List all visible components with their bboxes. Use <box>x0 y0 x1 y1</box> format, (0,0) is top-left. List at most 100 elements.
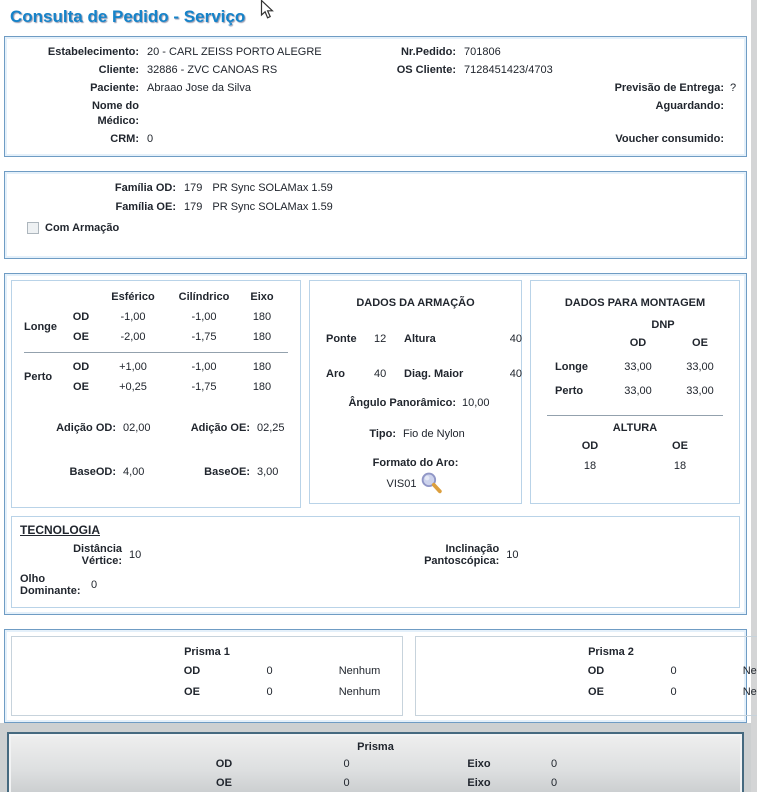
base-oe-value: 3,00 <box>257 466 279 478</box>
rx-eye: OE <box>73 331 89 343</box>
rx-cil: -1,00 <box>191 361 217 373</box>
adicao-oe-value: 02,25 <box>257 422 285 434</box>
inclinacao-pantoscopica-value: 10 <box>506 549 519 561</box>
tipo-label: Tipo: <box>369 428 396 440</box>
rx-eye: OE <box>73 381 89 393</box>
prisma-tipo: Nenhum <box>338 665 381 677</box>
prisma1-row-od: OD 0 Nenhum <box>12 661 402 682</box>
altura-oe-value: 18 <box>673 460 687 472</box>
diag-maior-label: Diag. Maior <box>404 368 464 380</box>
rx-cil: -1,75 <box>191 381 217 393</box>
familia-oe-row: Família OE: 179 PR Sync SOLAMax 1.59 <box>11 199 740 215</box>
familia-od-name: PR Sync SOLAMax 1.59 <box>212 182 333 194</box>
tecnologia-panel: TECNOLOGIA Distância Vértice: 10 Inclina… <box>11 516 740 608</box>
col-eixo: Eixo <box>250 291 274 303</box>
cliente-value: 32886 - ZVC CANOAS RS <box>147 64 278 76</box>
eye-label: OD <box>183 665 201 677</box>
prisma2-row-oe: OE 0 Nenhum <box>416 682 757 703</box>
prisma1-title: Prisma 1 <box>184 646 230 658</box>
prisma1-panel: Prisma 1 OD 0 Nenhum OE 0 Nenhum <box>11 636 403 716</box>
familia-oe-code: 179 <box>184 201 203 213</box>
prisma-summary-row-od: OD 0 Eixo 0 <box>9 755 742 774</box>
bottom-region: Prisma OD 0 Eixo 0 OE 0 Eixo 0 <box>0 723 751 792</box>
familia-oe-label: Família OE: <box>115 201 176 213</box>
rx-panel: Esférico Cilíndrico Eixo Longe OD -1,00 … <box>11 280 301 508</box>
prisma-summary-row-oe: OE 0 Eixo 0 <box>9 774 742 792</box>
medico-label: Nome do Médico: <box>91 100 139 127</box>
nr-pedido-value: 701806 <box>464 46 501 58</box>
familia-box: Família OD: 179 PR Sync SOLAMax 1.59 Fam… <box>4 171 747 259</box>
dnp-longe-od: 33,00 <box>624 361 652 373</box>
distancia-vertice-value: 10 <box>129 549 142 561</box>
familia-od-label: Família OD: <box>114 182 176 194</box>
crm-label: CRM: <box>110 133 139 145</box>
prisma-value: 0 <box>343 777 350 789</box>
info-row-medico: Nome do Médico: Aguardando: <box>11 99 740 129</box>
distancia-vertice-label: Distância Vértice: <box>73 543 122 567</box>
prisma1-row-oe: OE 0 Nenhum <box>12 682 402 703</box>
angulo-panoramico-value: 10,00 <box>462 397 490 409</box>
rx-eye: OD <box>72 311 90 323</box>
eye-label: OD <box>215 758 233 770</box>
divider <box>547 415 723 416</box>
angulo-panoramico-label: Ângulo Panorâmico: <box>348 397 456 409</box>
eixo-label: Eixo <box>467 777 491 789</box>
cliente-label: Cliente: <box>98 64 139 76</box>
montagem-title: DADOS PARA MONTAGEM <box>564 297 706 309</box>
magnifier-icon[interactable] <box>419 471 444 496</box>
eixo-label: Eixo <box>467 758 491 770</box>
formato-aro-value: VIS01 <box>386 477 417 490</box>
voucher-value <box>724 132 740 147</box>
eye-label: OE <box>184 686 200 698</box>
divider <box>24 352 288 353</box>
altura-value: 40 <box>509 333 522 345</box>
paciente-value: Abraao Jose da Silva <box>147 82 251 94</box>
previsao-entrega-value: ? <box>730 82 737 94</box>
info-row-crm: CRM: 0 Voucher consumido: <box>11 132 740 147</box>
eixo-value: 0 <box>550 777 558 789</box>
olho-dominante-label: Olho Dominante: <box>20 573 81 597</box>
previsao-entrega-label: Previsão de Entrega: <box>614 82 724 94</box>
rx-eixo: 180 <box>252 311 272 323</box>
prescription-box: Esférico Cilíndrico Eixo Longe OD -1,00 … <box>4 273 747 615</box>
altura-title: ALTURA <box>612 422 658 434</box>
olho-dominante-value: 0 <box>91 579 98 591</box>
rx-eixo: 180 <box>252 361 272 373</box>
prisma-value: 0 <box>266 665 273 677</box>
rx-cil: -1,00 <box>191 311 217 323</box>
dados-armacao-panel: DADOS DA ARMAÇÃO Ponte 12 Altura 40 Aro … <box>309 280 522 504</box>
page-title: Consulta de Pedido - Serviço <box>10 7 246 26</box>
ponte-label: Ponte <box>326 333 357 345</box>
prisma-box: Prisma 1 OD 0 Nenhum OE 0 Nenhum Prism <box>4 629 757 723</box>
rx-cil: -1,75 <box>191 331 217 343</box>
altura-od-col: OD <box>581 440 599 452</box>
eye-label: OE <box>216 777 232 789</box>
dnp-perto-oe: 33,00 <box>686 385 714 397</box>
order-info-box: Estabelecimento: 20 - CARL ZEISS PORTO A… <box>4 36 747 157</box>
com-armacao-checkbox[interactable] <box>27 222 39 234</box>
inclinacao-pantoscopica-label: Inclinação Pantoscópica: <box>424 543 500 567</box>
estabelecimento-label: Estabelecimento: <box>47 46 139 58</box>
armacao-title: DADOS DA ARMAÇÃO <box>356 297 475 309</box>
dnp-od-col: OD <box>629 337 647 349</box>
eixo-value: 0 <box>550 758 558 770</box>
base-od-value: 4,00 <box>123 466 145 478</box>
prisma-tipo: Nenhum <box>742 686 757 698</box>
estabelecimento-value: 20 - CARL ZEISS PORTO ALEGRE <box>147 46 322 58</box>
tipo-value: Fio de Nylon <box>403 428 465 440</box>
rx-esf: +1,00 <box>119 361 147 373</box>
adicao-oe-label: Adição OE: <box>190 422 250 434</box>
tecnologia-title: TECNOLOGIA <box>20 523 100 537</box>
prisma-summary-box: Prisma OD 0 Eixo 0 OE 0 Eixo 0 <box>7 732 744 792</box>
adicao-od-value: 02,00 <box>123 422 151 434</box>
prisma-tipo: Nenhum <box>338 686 381 698</box>
aro-value: 40 <box>374 368 387 380</box>
rx-header-row: Esférico Cilíndrico Eixo <box>16 287 296 307</box>
prisma2-title: Prisma 2 <box>588 646 634 658</box>
voucher-label: Voucher consumido: <box>615 133 724 145</box>
arrow-cursor-icon <box>260 0 274 19</box>
familia-od-row: Família OD: 179 PR Sync SOLAMax 1.59 <box>11 180 740 196</box>
aro-label: Aro <box>326 368 345 380</box>
rx-perto-group: Perto OD +1,00 -1,00 180 OE +0,25 -1,75 … <box>16 357 296 397</box>
